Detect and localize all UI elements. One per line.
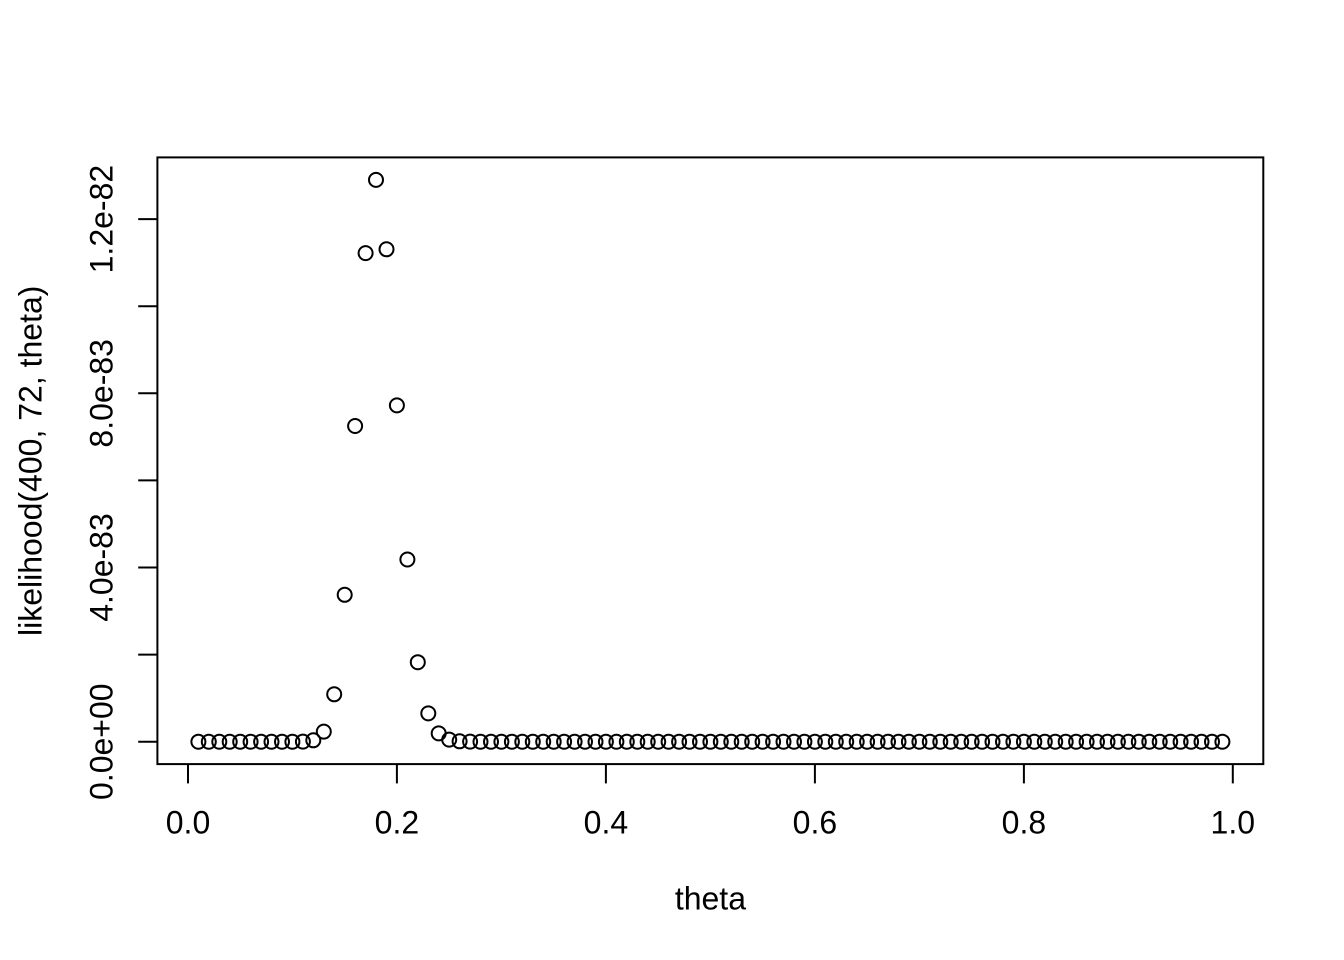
svg-text:1.0: 1.0 (1211, 805, 1255, 841)
svg-text:0.2: 0.2 (375, 805, 419, 841)
svg-text:theta: theta (675, 881, 746, 917)
svg-text:4.0e-83: 4.0e-83 (84, 513, 120, 622)
svg-text:1.2e-82: 1.2e-82 (84, 165, 120, 274)
svg-text:0.8: 0.8 (1002, 805, 1046, 841)
svg-text:likelihood(400, 72, theta): likelihood(400, 72, theta) (13, 286, 49, 636)
svg-text:0.6: 0.6 (793, 805, 837, 841)
svg-text:8.0e-83: 8.0e-83 (84, 339, 120, 448)
svg-text:0.4: 0.4 (584, 805, 628, 841)
svg-text:0.0: 0.0 (166, 805, 210, 841)
svg-text:0.0e+00: 0.0e+00 (84, 683, 120, 800)
